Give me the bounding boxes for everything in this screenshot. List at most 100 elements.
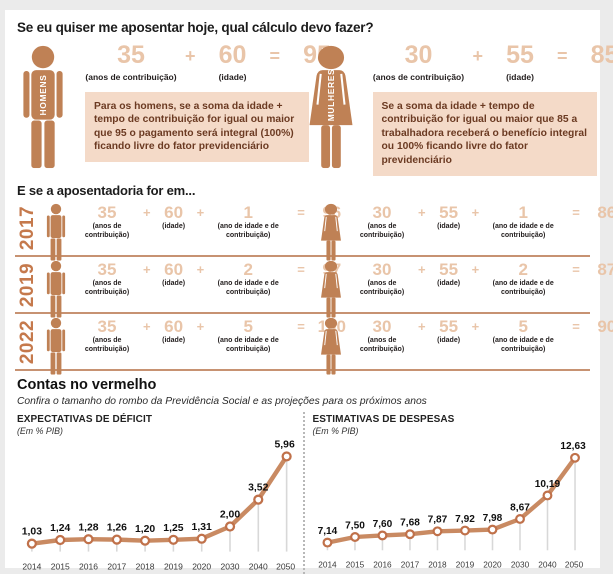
year-row: 2019 35 (anos de contribuição) + 60 (ida…: [15, 257, 590, 314]
age-label: (idade): [429, 337, 469, 346]
men-extra-value: 5: [207, 318, 289, 335]
equals-sign: =: [564, 318, 588, 375]
year-label: 2017: [15, 203, 40, 253]
contrib-label: (anos de contribuição): [349, 337, 415, 355]
calculator-section: HOMENS 35 (anos de contribuição) + 60 (i…: [15, 41, 590, 175]
year-row: 2022 35 (anos de contribuição) + 60 (ida…: [15, 314, 590, 371]
plus-sign: +: [140, 204, 154, 261]
svg-text:2040: 2040: [249, 561, 268, 571]
plus-sign: +: [469, 204, 483, 261]
plus-sign: +: [469, 318, 483, 375]
svg-text:2017: 2017: [400, 561, 419, 570]
plus-sign: +: [415, 318, 429, 375]
equals-sign: =: [289, 261, 313, 318]
women-contrib-value: 30: [349, 261, 415, 278]
women-total-value: 87: [588, 261, 613, 278]
age-label: (idade): [429, 280, 469, 289]
women-extra-value: 5: [482, 318, 564, 335]
future-section-title: E se a aposentadoria for em...: [17, 183, 590, 198]
svg-text:2020: 2020: [192, 561, 211, 571]
men-extra-value: 2: [207, 261, 289, 278]
svg-text:3,52: 3,52: [248, 483, 268, 494]
plus-sign: +: [177, 43, 204, 65]
women-age-value: 55: [491, 43, 549, 68]
svg-text:2019: 2019: [164, 561, 183, 571]
men-note-box: Para os homens, se a soma da idade + tem…: [85, 92, 309, 162]
extra-label: (ano de idade e de contribuição): [482, 280, 564, 298]
plus-sign: +: [469, 261, 483, 318]
extra-label: (ano de idade e de contribuição): [482, 337, 564, 355]
men-contrib-value: 35: [85, 43, 177, 68]
svg-text:10,19: 10,19: [534, 479, 560, 490]
men-age-value: 60: [204, 43, 262, 68]
men-group-label: HOMENS: [38, 75, 48, 116]
plus-sign: +: [194, 318, 208, 375]
svg-text:2030: 2030: [510, 561, 529, 570]
plus-sign: +: [140, 318, 154, 375]
women-age-value: 55: [429, 261, 469, 278]
infographic-canvas: Se eu quiser me aposentar hoje, qual cál…: [5, 10, 600, 568]
men-age-value: 60: [154, 261, 194, 278]
svg-text:7,14: 7,14: [317, 526, 337, 537]
svg-text:2018: 2018: [136, 561, 155, 571]
svg-text:1,03: 1,03: [22, 527, 42, 538]
women-extra-value: 2: [482, 261, 564, 278]
svg-text:2030: 2030: [221, 561, 240, 571]
year-row-men: 35 (anos de contribuição) + 60 (idade) +…: [40, 317, 315, 375]
svg-text:1,24: 1,24: [50, 523, 70, 534]
year-row-women: 30 (anos de contribuição) + 55 (idade) +…: [315, 260, 590, 318]
contrib-label: (anos de contribuição): [74, 280, 140, 298]
svg-text:2017: 2017: [107, 561, 126, 571]
plus-sign: +: [465, 43, 492, 65]
year-label: 2019: [15, 260, 40, 310]
equals-sign: =: [564, 204, 588, 261]
svg-text:2019: 2019: [455, 561, 474, 570]
svg-text:2016: 2016: [373, 561, 392, 570]
extra-label: (ano de idade e de contribuição): [207, 280, 289, 298]
calculator-women: MULHERES 30 (anos de contribuição) + 55 …: [303, 41, 591, 175]
age-label: (idade): [429, 223, 469, 232]
svg-text:2014: 2014: [22, 561, 41, 571]
svg-text:1,20: 1,20: [135, 524, 155, 535]
svg-text:7,68: 7,68: [400, 518, 420, 529]
contrib-label: (anos de contribuição): [85, 72, 177, 83]
svg-text:1,28: 1,28: [78, 522, 98, 533]
svg-text:7,92: 7,92: [455, 514, 475, 525]
year-row: 2017 35 (anos de contribuição) + 60 (ida…: [15, 200, 590, 257]
year-label: 2022: [15, 317, 40, 367]
age-label: (idade): [154, 337, 194, 346]
svg-text:7,87: 7,87: [427, 515, 447, 526]
women-total-value: 90: [588, 318, 613, 335]
svg-text:7,60: 7,60: [372, 519, 392, 530]
women-age-value: 55: [429, 204, 469, 221]
year-rows-container: 2017 35 (anos de contribuição) + 60 (ida…: [15, 200, 590, 371]
svg-text:2040: 2040: [538, 561, 557, 570]
svg-text:12,63: 12,63: [560, 441, 586, 452]
man-figure-icon: HOMENS: [15, 43, 71, 170]
women-note-box: Se a soma da idade + tempo de contribuiç…: [373, 92, 597, 176]
man-figure-icon: [43, 260, 69, 318]
deficit-heading: Contas no vermelho: [17, 377, 590, 393]
men-contrib-value: 35: [74, 261, 140, 278]
page-title: Se eu quiser me aposentar hoje, qual cál…: [17, 20, 590, 35]
women-contrib-value: 30: [349, 204, 415, 221]
svg-text:2018: 2018: [428, 561, 447, 570]
men-extra-value: 1: [207, 204, 289, 221]
plus-sign: +: [194, 204, 208, 261]
equals-sign: =: [262, 43, 289, 65]
woman-figure-icon: [318, 203, 344, 261]
plus-sign: +: [194, 261, 208, 318]
year-row-men: 35 (anos de contribuição) + 60 (idade) +…: [40, 203, 315, 261]
expenses-chart-title: ESTIMATIVAS DE DESPESAS: [313, 414, 589, 425]
equals-sign: =: [289, 318, 313, 375]
equals-sign: =: [549, 43, 576, 65]
svg-text:1,26: 1,26: [107, 523, 127, 534]
svg-text:2,00: 2,00: [220, 510, 240, 521]
deficit-subtitle: Confira o tamanho do rombo da Previdênci…: [17, 396, 590, 407]
woman-figure-icon: [318, 317, 344, 375]
